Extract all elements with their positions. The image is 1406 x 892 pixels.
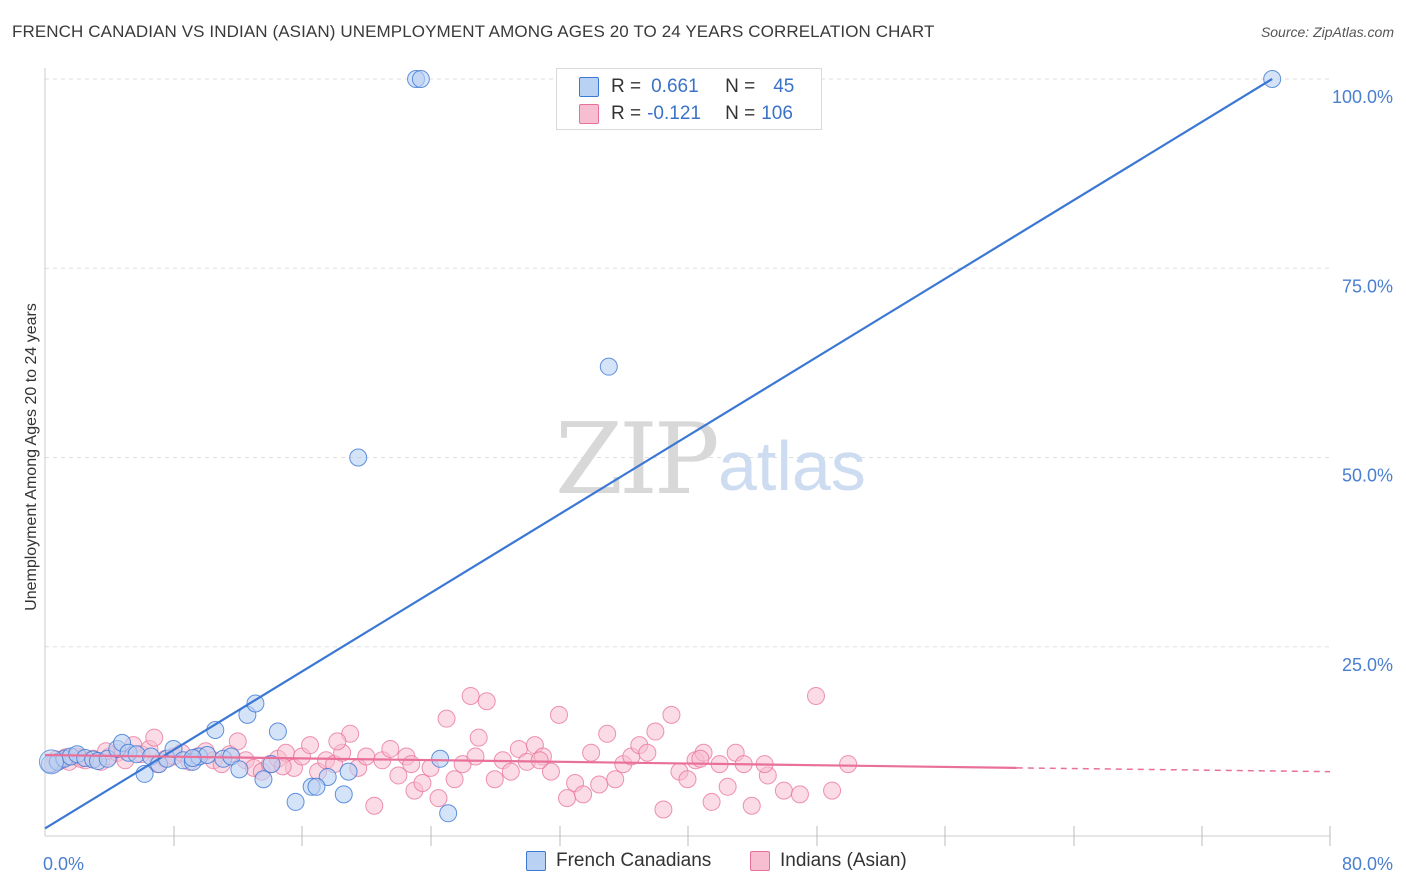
indians-asian-point [413, 774, 432, 793]
indians-asian-point [541, 762, 560, 781]
indians-asian-point [402, 755, 421, 774]
indians-asian-trendline-extension [1016, 767, 1331, 773]
indians-asian-point [582, 743, 601, 762]
indians-asian-point [774, 781, 793, 800]
french-canadian-point [254, 770, 273, 789]
indians-asian-point [839, 755, 858, 774]
indians-asian-point [574, 785, 593, 804]
watermark: ZIP atlas [555, 403, 866, 517]
french-canadian-point [230, 760, 249, 779]
indians-asian-point [718, 777, 737, 796]
french-canadian-point [286, 792, 305, 811]
indians-asian-point [357, 747, 376, 766]
indians-asian-point [145, 728, 164, 747]
indians-asian-point [301, 736, 320, 755]
indians-asian-point [445, 770, 464, 789]
watermark-zip: ZIP [555, 403, 717, 517]
legend-row-indians-asian: R = -0.121 N = 106 [579, 102, 793, 126]
chart-title: FRENCH CANADIAN VS INDIAN (ASIAN) UNEMPL… [12, 22, 935, 41]
legend-r-value: 0.661 [651, 76, 699, 97]
series-legend: French Canadians Indians (Asian) [0, 850, 1406, 878]
french-canadian-point [262, 755, 281, 774]
indians-asian-point [646, 722, 665, 741]
indians-asian-point [558, 789, 577, 808]
french-canadian-point [349, 448, 368, 467]
y-tick-label: 75.0% [1342, 276, 1393, 296]
x-tick-label: 0.0% [43, 854, 84, 874]
legend-item-french-canadians: French Canadians [526, 850, 711, 872]
indians-asian-point [485, 770, 504, 789]
french-canadian-point [599, 357, 618, 376]
x-tick-label: 80.0% [1342, 854, 1393, 874]
indians-asian-point [477, 692, 496, 711]
y-tick-label: 25.0% [1342, 655, 1393, 675]
legend-r-value: -0.121 [647, 103, 701, 124]
legend-n-value: 45 [773, 76, 795, 97]
indians-asian-point [654, 800, 673, 819]
y-tick-label: 100.0% [1332, 87, 1393, 107]
french-canadian-point [334, 785, 353, 804]
indians-asian-point [228, 732, 247, 751]
indians-asian-point [469, 728, 488, 747]
legend-row-french-canadians: R = 0.661 N = 45 [579, 75, 794, 99]
legend-label-indians-asian: Indians (Asian) [780, 850, 907, 871]
stats-legend: R = 0.661 N = 45 R = -0.121 N = 106 [556, 68, 822, 130]
legend-swatch-blue [579, 77, 599, 97]
indians-asian-point [598, 724, 617, 743]
legend-n-label: N = [725, 76, 756, 97]
indians-asian-point [823, 781, 842, 800]
indians-asian-point [662, 705, 681, 724]
indians-asian-point [530, 751, 549, 770]
indians-asian-point [381, 739, 400, 758]
indians-asian-point [429, 789, 448, 808]
french-canadian-trendline [44, 78, 1273, 830]
indians-asian-point [501, 762, 520, 781]
indians-asian-point [550, 705, 568, 724]
french-canadian-point [439, 804, 458, 823]
indians-asian-point [606, 770, 625, 789]
indians-asian-point [678, 770, 697, 789]
french-canadian-point [307, 777, 326, 796]
legend-n-label: N = [725, 103, 756, 124]
indians-asian-point [466, 747, 485, 766]
watermark-atlas: atlas [718, 427, 866, 505]
indians-asian-point [590, 775, 609, 794]
trend-lines [44, 78, 1331, 830]
legend-n-value: 106 [761, 103, 793, 124]
legend-r-label: R = [611, 76, 642, 97]
legend-swatch-blue [526, 851, 546, 871]
y-axis-label: Unemployment Among Ages 20 to 24 years [23, 303, 40, 611]
french-canadian-point [411, 70, 430, 88]
indians-asian-point [461, 686, 480, 705]
legend-label-french-canadians: French Canadians [556, 850, 712, 871]
legend-item-indians-asian: Indians (Asian) [750, 850, 907, 872]
legend-swatch-pink [750, 851, 770, 871]
french-canadian-point [268, 722, 287, 741]
indians-asian-point [742, 796, 761, 815]
y-tick-label: 50.0% [1342, 466, 1393, 486]
indians-asian-trendline [44, 753, 1017, 769]
indians-asian-point [328, 732, 347, 751]
indians-asian-point [702, 792, 721, 811]
indians-asian-point [437, 709, 456, 728]
french-canadian-point [339, 762, 358, 781]
indians-asian-point [365, 796, 384, 815]
indians-asian-point [807, 686, 825, 705]
axis-layer: 25.0% 50.0% 75.0% 100.0% 0.0% 80.0% [43, 87, 1393, 874]
indians-asian-point [790, 785, 809, 804]
legend-swatch-pink [579, 104, 599, 124]
indians-asian-point [638, 743, 657, 762]
french-canadian-point [431, 749, 450, 768]
source-label: Source: ZipAtlas.com [1260, 24, 1394, 40]
legend-r-label: R = [611, 103, 642, 124]
french-canadian-point [246, 694, 265, 713]
french-canadian-point [38, 749, 64, 775]
indians-asian-point [389, 766, 408, 785]
